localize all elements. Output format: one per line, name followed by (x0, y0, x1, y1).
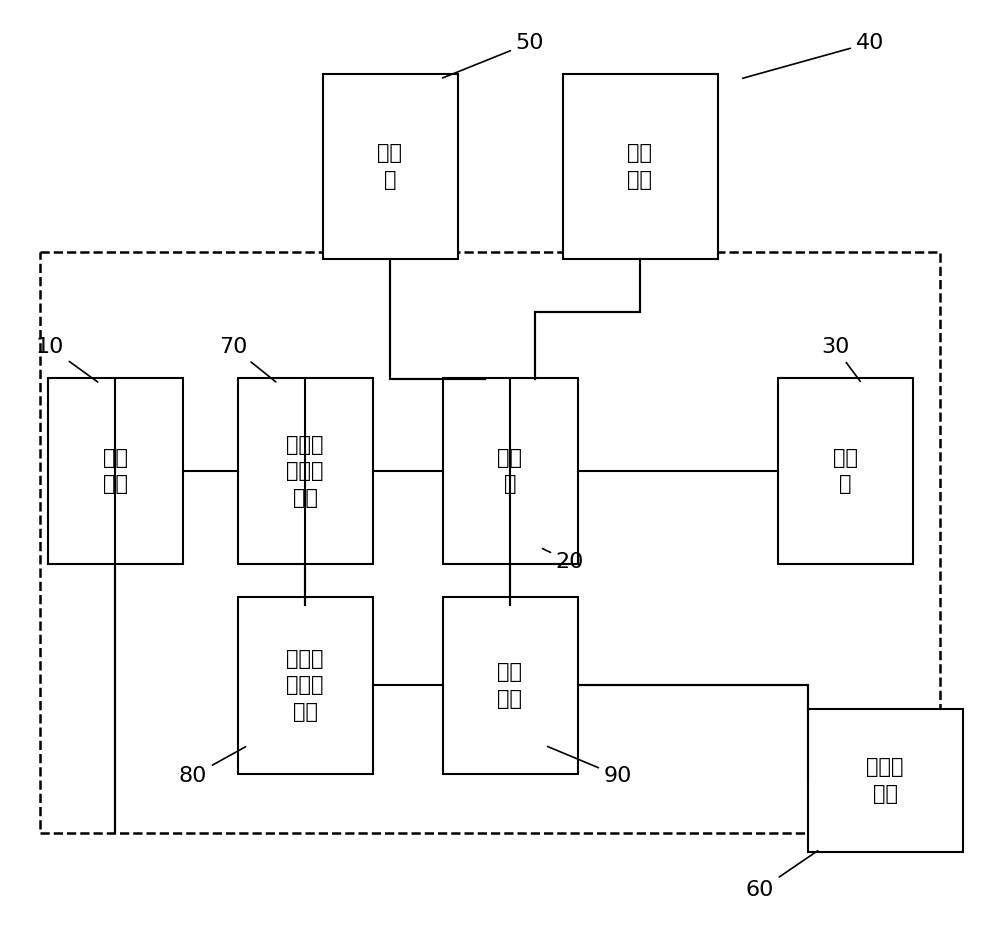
Bar (322, 74, 458, 259)
Bar (442, 378, 578, 564)
Text: 80: 80 (179, 746, 246, 786)
Bar (40, 252, 940, 833)
Text: 电解
槽: 电解 槽 (498, 448, 522, 494)
Text: 10: 10 (36, 337, 98, 382)
Text: 30: 30 (821, 337, 860, 382)
Bar (778, 378, 912, 564)
Text: 20: 20 (543, 548, 584, 572)
Text: 加热
装置: 加热 装置 (498, 663, 522, 708)
Bar (238, 598, 372, 773)
Bar (238, 378, 372, 564)
Text: 70: 70 (219, 337, 276, 382)
Text: 储氢
罐: 储氢 罐 (832, 448, 858, 494)
Text: 40: 40 (743, 32, 884, 78)
Text: 保温
罐: 保温 罐 (378, 144, 402, 189)
Bar (562, 74, 718, 259)
Text: 60: 60 (746, 851, 818, 901)
Text: 第一功
率变换
装置: 第一功 率变换 装置 (286, 649, 324, 722)
Text: 90: 90 (548, 746, 632, 786)
Text: 制氢控
制器: 制氢控 制器 (866, 758, 904, 803)
Bar (48, 378, 182, 564)
Text: 50: 50 (443, 32, 544, 78)
Text: 第二功
率变换
装置: 第二功 率变换 装置 (286, 435, 324, 507)
Text: 制氢
电源: 制氢 电源 (103, 448, 128, 494)
Bar (442, 598, 578, 773)
Text: 补液
装置: 补液 装置 (628, 144, 652, 189)
Bar (808, 709, 962, 852)
